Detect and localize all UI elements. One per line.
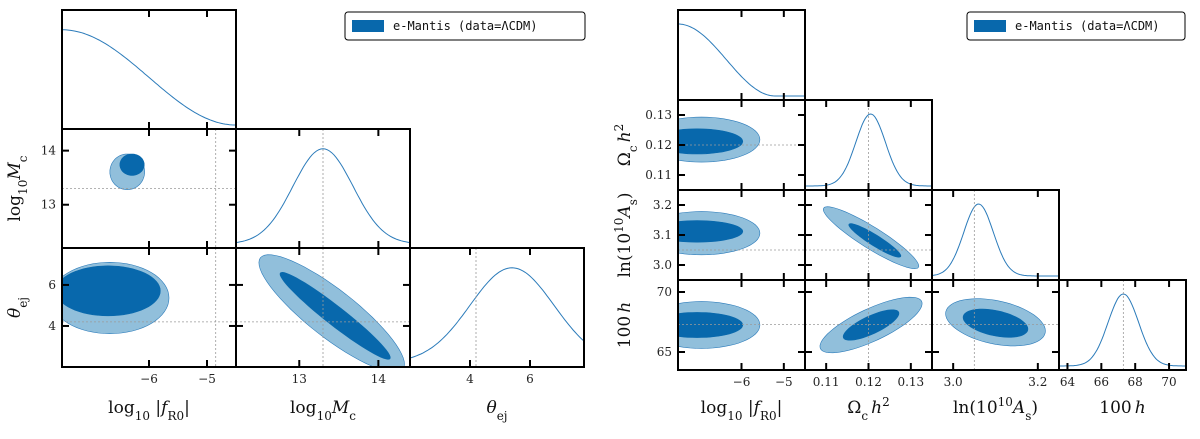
panel-fR0-vs-h <box>677 279 806 371</box>
x-tick-label-Mc: 14 <box>371 372 387 386</box>
panel-fR0-marginal <box>677 9 806 101</box>
panel-och2-vs-h <box>804 279 933 371</box>
panel-tej-marginal <box>409 247 585 368</box>
panel-frame <box>1058 279 1187 371</box>
panel-och2-marginal <box>804 99 933 191</box>
y-tick-label-tej: 4 <box>48 319 56 333</box>
contour-inner-och2-h <box>842 309 900 341</box>
contour-inner-Mc-tej <box>279 271 391 360</box>
panel-h-marginal <box>1058 279 1187 371</box>
panel-och2-vs-As <box>804 189 933 281</box>
left-corner-plot: 13 14 −6 −5 4 6 13 14 4 6 log10 |fR0| log10Mc log10M… <box>5 9 586 423</box>
panel-fR0-vs-tej <box>61 247 237 368</box>
y-tick-label-och2: 0.13 <box>645 108 672 122</box>
legend: e-Mantis (data=ΛCDM) <box>966 11 1186 41</box>
y-tick-label-och2: 0.11 <box>645 168 672 182</box>
y-tick-label-och2: 0.12 <box>645 138 672 152</box>
y-tick-label-As: 3.1 <box>653 228 672 242</box>
x-tick-label-fR0: −5 <box>198 372 216 386</box>
x-tick-label-fR0: −5 <box>775 375 793 389</box>
contour-inner-fR0-Mc <box>119 153 145 176</box>
x-tick-label-h: 64 <box>1060 375 1076 389</box>
y-tick-label-Mc: 13 <box>41 198 56 212</box>
contour-inner-och2-As <box>848 223 902 258</box>
panel-frame <box>61 9 237 130</box>
x-tick-label-tej: 4 <box>466 372 474 386</box>
y-tick-label-As: 3.2 <box>653 198 672 212</box>
x-tick-label-och2: 0.11 <box>813 375 840 389</box>
contour-inner-fR0-och2 <box>678 128 744 155</box>
y-axis-label-h: 100h <box>615 302 635 348</box>
contour-inner-fR0-tej <box>62 265 161 317</box>
y-tick-label-tej: 6 <box>48 278 56 292</box>
y-axis-label-och2: Ωch2 <box>612 124 640 166</box>
x-axis-label-h: 100 h <box>1099 398 1145 418</box>
panel-fR0-vs-Mc <box>61 128 237 249</box>
panel-Mc-marginal <box>235 128 411 249</box>
panel-frame <box>61 128 237 249</box>
x-axis-label-och2: Ωc h2 <box>847 395 889 423</box>
y-axis-label-tej: θej <box>5 297 30 318</box>
x-tick-label-h: 70 <box>1161 375 1176 389</box>
y-axis-label-As: ln(1010As) <box>612 192 640 277</box>
x-axis-label-As: ln(1010As) <box>953 395 1038 423</box>
marginal-curve-fR0 <box>678 23 805 97</box>
panel-Mc-vs-tej <box>235 247 411 368</box>
legend-swatch <box>974 20 1006 32</box>
y-tick-label-h: 70 <box>657 285 672 299</box>
x-tick-label-As: 3.0 <box>944 375 963 389</box>
marginal-curve-fR0 <box>62 29 236 126</box>
x-axis-label-fR0: log10 |fR0| <box>108 398 190 423</box>
x-axis-label-fR0: log10 |fR0| <box>701 398 783 423</box>
legend-label: e-Mantis (data=ΛCDM) <box>1015 19 1160 33</box>
x-axis-label-tej: θej <box>486 398 507 423</box>
legend: e-Mantis (data=ΛCDM) <box>344 11 586 41</box>
panel-frame <box>677 9 806 101</box>
right-corner-plot: 0.11 0.12 0.13 3.0 3.1 3.2 −6 −5 65 70 0.11 0.12 0.1… <box>612 9 1187 423</box>
x-tick-label-h: 66 <box>1094 375 1109 389</box>
legend-swatch <box>352 20 384 32</box>
x-tick-label-fR0: −6 <box>140 372 158 386</box>
x-tick-label-och2: 0.13 <box>897 375 924 389</box>
panel-As-marginal <box>931 189 1060 281</box>
contour-inner-fR0-h <box>678 312 744 338</box>
panel-frame <box>931 189 1060 281</box>
x-tick-label-Mc: 13 <box>292 372 307 386</box>
marginal-curve-As <box>932 203 1059 277</box>
marginal-curve-h <box>1059 293 1186 367</box>
marginal-curve-Mc <box>236 148 410 244</box>
x-axis-label-Mc: log10Mc <box>290 398 356 423</box>
x-tick-label-tej: 6 <box>526 372 534 386</box>
legend-box <box>966 11 1186 41</box>
contour-inner-fR0-As <box>678 220 744 243</box>
panel-fR0-vs-och2 <box>677 99 806 191</box>
legend-box <box>344 11 586 41</box>
x-tick-label-As: 3.2 <box>1028 375 1047 389</box>
panel-fR0-marginal <box>61 9 237 130</box>
x-tick-label-fR0: −6 <box>733 375 751 389</box>
panel-frame <box>409 247 585 368</box>
x-tick-label-och2: 0.12 <box>855 375 882 389</box>
x-tick-label-h: 68 <box>1128 375 1143 389</box>
y-tick-label-As: 3.0 <box>653 258 672 272</box>
y-tick-label-Mc: 14 <box>41 144 57 158</box>
legend-label: e-Mantis (data=ΛCDM) <box>393 19 538 33</box>
marginal-curve-tej <box>410 267 584 359</box>
contour-inner-As-h <box>962 308 1029 338</box>
panel-As-vs-h <box>931 279 1060 371</box>
y-tick-label-h: 65 <box>657 345 672 359</box>
y-axis-label-Mc: log10Mc <box>5 155 30 221</box>
